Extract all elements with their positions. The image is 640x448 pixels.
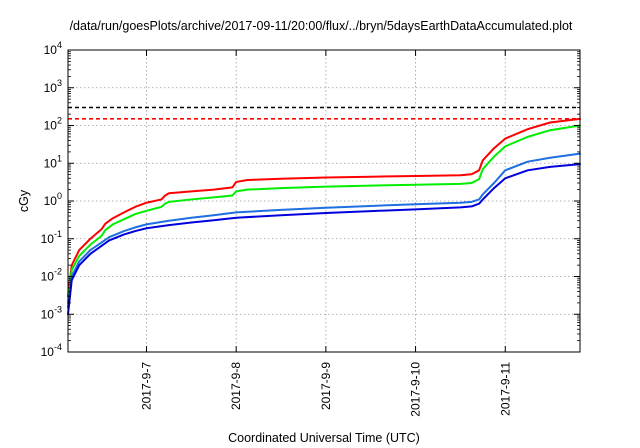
series-line: [67, 163, 581, 316]
y-tick-label: 10-1: [41, 229, 62, 246]
series-lines: [67, 117, 581, 316]
y-tick-label: 10-2: [41, 267, 62, 284]
series-line: [67, 124, 581, 304]
x-axis-label: Coordinated Universal Time (UTC): [228, 431, 420, 445]
x-tick-label: 2017-9-7: [139, 362, 153, 410]
x-tick-label: 2017-9-11: [498, 362, 512, 416]
y-tick-label: 100: [44, 191, 62, 208]
x-axis-ticks: 2017-9-7 2017-9-8 2017-9-9 2017-9-10 2017-9-…: [139, 50, 512, 417]
y-axis-ticks: 10-4 10-3 10-2 10-1 100 101 102 103 104: [41, 40, 580, 359]
x-tick-label: 2017-9-8: [229, 362, 243, 410]
x-tick-label: 2017-9-10: [409, 362, 423, 417]
series-line: [67, 152, 581, 309]
y-tick-label: 104: [44, 40, 62, 57]
y-axis-label: cGy: [17, 189, 31, 212]
series-line: [67, 117, 581, 298]
y-tick-label: 10-3: [41, 304, 62, 321]
x-tick-label: 2017-9-9: [319, 362, 333, 410]
chart-title: /data/run/goesPlots/archive/2017-09-11/2…: [70, 19, 573, 33]
y-tick-label: 101: [44, 153, 62, 170]
y-tick-label: 10-4: [41, 342, 62, 359]
reference-lines: [68, 106, 580, 120]
y-tick-label: 102: [44, 116, 62, 133]
y-tick-label: 103: [44, 78, 62, 95]
